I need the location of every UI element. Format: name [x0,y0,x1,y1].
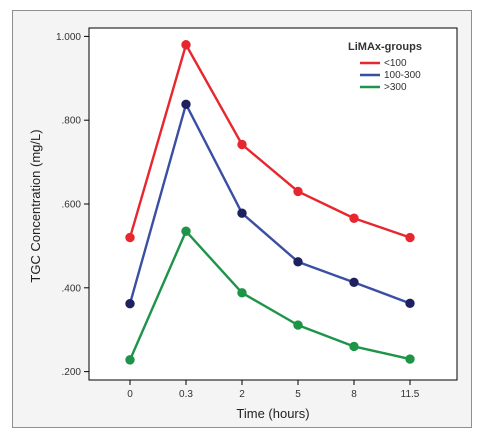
series-line-2 [128,103,411,305]
legend-label: <100 [384,58,407,69]
legend-title: LiMAx-groups [348,41,422,53]
x-tick-label: 0 [127,389,133,400]
data-point [125,299,135,309]
data-point [293,186,303,197]
data-point [405,232,415,243]
y-axis-ticks: .200 .400 .600 .800 1.000 [56,32,89,378]
y-tick-label: 1.000 [56,32,81,43]
y-tick-label: .800 [62,116,82,127]
data-point [405,354,415,364]
data-point [125,355,135,365]
data-point [125,232,135,243]
data-point [181,40,191,50]
series-line-3 [128,230,411,361]
y-tick-label: .200 [62,367,82,378]
x-tick-label: 2 [239,389,245,400]
data-point [405,298,415,309]
y-axis-title: TGC Concentration (mg/L) [28,129,43,282]
x-tick-label: 8 [351,389,357,400]
data-point [181,99,191,109]
x-tick-label: 5 [295,389,301,400]
data-point [349,341,359,352]
legend-label: >300 [384,82,407,93]
y-tick-label: .400 [62,283,82,294]
legend-label: 100-300 [384,70,421,81]
x-axis-title: Time (hours) [236,406,309,421]
data-point [237,208,247,218]
x-tick-label: 0.3 [179,389,193,400]
data-point [237,288,247,298]
data-point [293,257,303,267]
x-tick-label: 11.5 [401,389,420,400]
data-point [181,226,191,236]
data-point [349,213,359,223]
series-line-1 [128,43,411,239]
y-tick-label: .600 [62,200,82,211]
data-point [349,277,359,288]
plot-area [88,27,458,381]
x-axis-ticks: 0 0.3 2 5 8 11.5 [127,380,420,400]
data-point [237,139,247,150]
series-layer [125,40,415,365]
data-point [293,320,303,330]
